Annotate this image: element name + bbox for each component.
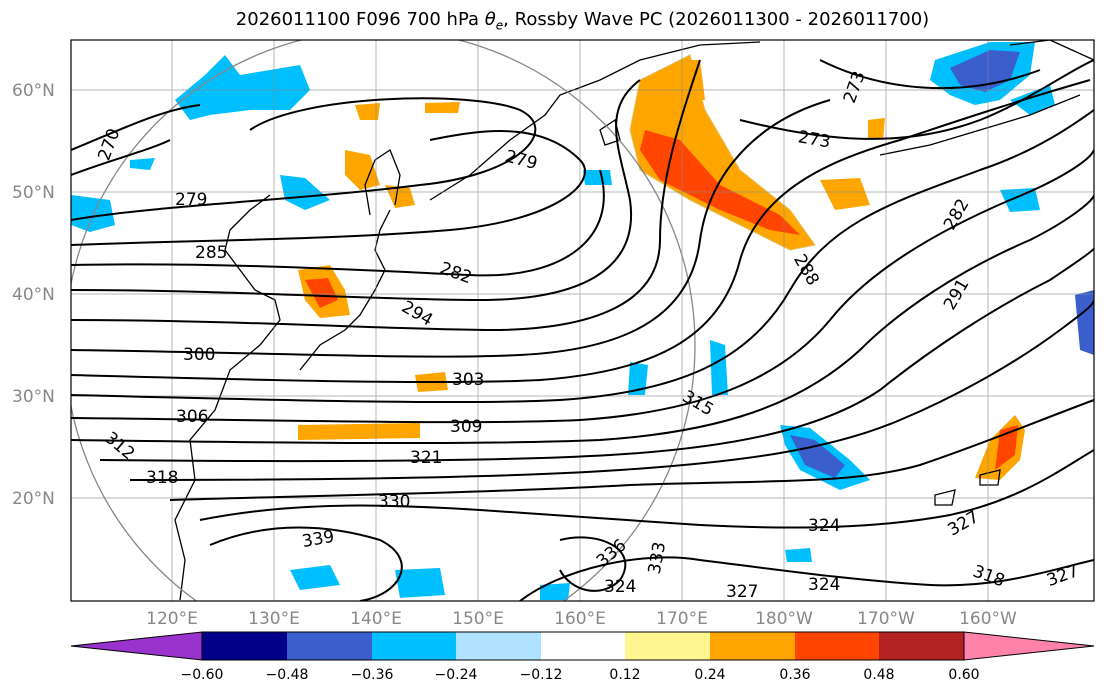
latitude-labels: 60°N 50°N 40°N 30°N 20°N: [12, 81, 55, 509]
theta-e-contours: [71, 59, 1094, 601]
lat-label: 50°N: [12, 183, 55, 203]
colorbar-segment: [541, 632, 625, 660]
colorbar-extend-high: [963, 631, 1095, 661]
contour-label: 324: [604, 577, 636, 597]
lon-label: 180°W: [755, 609, 813, 629]
contour-label: 285: [195, 243, 227, 263]
colorbar-tick: 0.36: [779, 667, 810, 683]
colorbar-segment: [879, 632, 964, 660]
title-subscript: e: [495, 18, 504, 33]
lat-label: 20°N: [12, 489, 55, 509]
contour-label: 306: [176, 407, 208, 427]
lon-label: 170°E: [656, 609, 708, 629]
colorbar-tick: −0.48: [266, 667, 309, 683]
colorbar-segment: [202, 632, 287, 660]
colorbar-tick: 0.60: [948, 667, 979, 683]
positive-anomaly-band: [298, 423, 420, 440]
reference-circle: [71, 40, 696, 601]
contour-label: 303: [452, 370, 484, 390]
lat-label: 30°N: [12, 387, 55, 407]
contour-label: 309: [450, 417, 482, 437]
colorbar-extend-low: [70, 631, 203, 661]
colorbar-tick: 0.48: [863, 667, 894, 683]
longitude-labels: 120°E 130°E 140°E 150°E 160°E 170°E 180°…: [146, 609, 1017, 629]
colorbar-segment: [710, 632, 795, 660]
lon-label: 160°W: [959, 609, 1017, 629]
colorbar-segment: [372, 632, 456, 660]
colorbar: −0.60 −0.48 −0.36 −0.24 −0.12 0.12 0.24 …: [70, 631, 1095, 683]
lon-label: 150°E: [452, 609, 504, 629]
colorbar-segment: [795, 632, 879, 660]
lon-label: 140°E: [350, 609, 402, 629]
colorbar-tick: −0.60: [181, 667, 224, 683]
title-prefix: 2026011100 F096 700 hPa: [235, 9, 485, 30]
title-theta: θ: [484, 9, 496, 30]
contour-label: 318: [146, 468, 178, 488]
contour-label: 321: [410, 448, 442, 468]
lon-label: 170°W: [857, 609, 915, 629]
colorbar-segment: [625, 632, 710, 660]
colorbar-segment: [287, 632, 372, 660]
map-frame: [70, 39, 1095, 602]
colorbar-tick: 0.12: [609, 667, 640, 683]
contour-label: 279: [175, 190, 207, 210]
figure-title: 2026011100 F096 700 hPa θe, Rossby Wave …: [0, 9, 1105, 33]
colorbar-tick: −0.12: [520, 667, 563, 683]
lon-label: 130°E: [248, 609, 300, 629]
lat-label: 40°N: [12, 285, 55, 305]
positive-anomaly-streak: [629, 54, 816, 251]
lat-label: 60°N: [12, 81, 55, 101]
negative-anomaly-siberia: [175, 55, 310, 120]
colorbar-tick: −0.24: [435, 667, 478, 683]
contour-label: 324: [808, 516, 840, 536]
contour-label: 327: [726, 582, 758, 602]
colorbar-tick: 0.24: [694, 667, 725, 683]
contour-label: 330: [378, 492, 410, 512]
title-suffix: , Rossby Wave PC (2026011300 - 202601170…: [503, 9, 930, 30]
colorbar-tick: −0.36: [351, 667, 394, 683]
title-bar: 2026011100 F096 700 hPa θe, Rossby Wave …: [0, 0, 1105, 40]
lon-label: 120°E: [146, 609, 198, 629]
contour-label: 300: [183, 345, 215, 365]
lon-label: 160°E: [554, 609, 606, 629]
colorbar-segment: [456, 632, 541, 660]
contour-label: 324: [808, 575, 840, 595]
